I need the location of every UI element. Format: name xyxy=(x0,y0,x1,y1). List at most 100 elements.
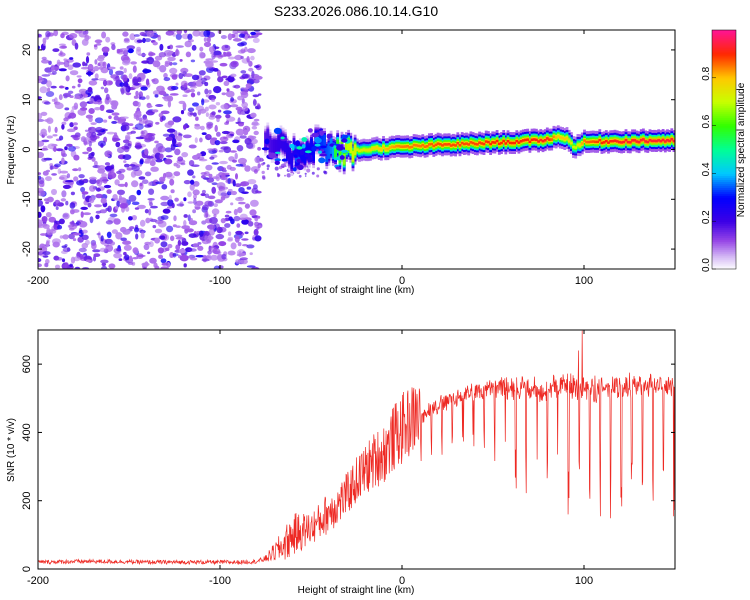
noise-cell xyxy=(187,39,194,43)
noise-cell xyxy=(71,209,80,213)
noise-cell xyxy=(119,203,128,209)
noise-cell xyxy=(149,218,158,223)
ridge-cell xyxy=(333,145,337,149)
noise-cell xyxy=(189,257,198,261)
noise-cell xyxy=(95,214,100,220)
noise-cell xyxy=(257,163,261,169)
noise-cell xyxy=(244,203,250,209)
noise-cell xyxy=(230,97,235,102)
noise-cell xyxy=(144,157,152,164)
noise-cell xyxy=(44,101,51,105)
noise-cell xyxy=(144,148,149,156)
noise-cell xyxy=(127,48,134,54)
noise-cell xyxy=(38,199,43,207)
noise-cell xyxy=(226,88,230,92)
colorbar-step xyxy=(712,125,736,129)
colorbar-tick-label: 0.2 xyxy=(701,210,712,224)
ridge-cell xyxy=(541,139,545,143)
noise-cell xyxy=(107,171,117,179)
noise-cell xyxy=(135,136,144,140)
ridge-cell xyxy=(423,145,427,148)
colorbar-ticks: 0.0 0.2 0.4 0.6 0.8 xyxy=(701,66,716,272)
noise-cell xyxy=(132,247,139,254)
noise-cell xyxy=(58,94,63,101)
noise-cell xyxy=(217,76,224,83)
noise-cell xyxy=(142,37,146,44)
noise-cell xyxy=(205,210,209,218)
ridge-cell xyxy=(336,144,344,151)
noise-cell xyxy=(88,126,97,134)
noise-cell xyxy=(167,45,171,50)
noise-cell xyxy=(82,212,92,216)
noise-cell xyxy=(142,69,152,74)
noise-cell xyxy=(69,57,74,60)
colorbar-step xyxy=(712,65,736,69)
ridge-cell xyxy=(574,146,578,149)
noise-cell xyxy=(65,75,70,82)
noise-cell xyxy=(206,123,213,129)
spectrogram-y-tick-label: -10 xyxy=(21,191,33,207)
ridge-cell xyxy=(552,135,556,139)
noise-cell xyxy=(191,44,197,51)
noise-cell xyxy=(233,208,238,216)
ridge-cell xyxy=(382,145,385,149)
noise-cell xyxy=(163,77,171,82)
noise-cell xyxy=(119,86,129,94)
noise-cell xyxy=(118,258,123,261)
noise-cell xyxy=(42,41,47,46)
ridge-cell xyxy=(539,138,543,142)
spectrogram-noise-cells xyxy=(38,30,328,269)
noise-cell xyxy=(191,164,200,167)
noise-cell xyxy=(161,184,168,190)
ridge-cell xyxy=(326,133,332,139)
noise-cell xyxy=(169,178,175,186)
noise-cell xyxy=(175,244,181,251)
ridge-cell xyxy=(653,139,656,143)
noise-cell xyxy=(261,170,265,175)
noise-cell xyxy=(316,174,320,178)
ridge-cell xyxy=(537,140,540,143)
noise-cell xyxy=(121,124,130,131)
colorbar-step xyxy=(712,57,736,61)
noise-cell xyxy=(159,235,166,240)
noise-cell xyxy=(116,48,121,54)
noise-cell xyxy=(45,212,52,218)
colorbar-step xyxy=(712,109,736,113)
noise-cell xyxy=(82,178,89,184)
noise-cell xyxy=(169,93,179,96)
noise-cell xyxy=(107,205,112,213)
noise-cell xyxy=(111,169,115,175)
colorbar-step xyxy=(712,189,736,192)
noise-cell xyxy=(41,157,47,162)
noise-cell xyxy=(125,134,131,140)
noise-cell xyxy=(52,241,60,248)
noise-cell xyxy=(51,173,57,176)
noise-cell xyxy=(237,207,243,214)
noise-cell xyxy=(204,171,210,177)
noise-cell xyxy=(243,129,249,136)
noise-cell xyxy=(40,205,46,213)
ridge-cell xyxy=(449,144,453,147)
noise-cell xyxy=(124,142,132,150)
ridge-cell xyxy=(408,146,412,149)
noise-cell xyxy=(50,85,57,89)
noise-cell xyxy=(113,252,122,259)
noise-cell xyxy=(165,136,173,141)
ridge-cell xyxy=(480,142,484,145)
ridge-cell xyxy=(335,166,340,170)
snr-panel: -200 -100 0 100 0 200 400 600 Height of straig… xyxy=(6,329,676,596)
ridge-cell xyxy=(377,147,381,151)
noise-cell xyxy=(38,263,42,268)
ridge-cell xyxy=(345,141,348,153)
ridge-cell xyxy=(339,155,345,160)
noise-cell xyxy=(216,131,221,137)
noise-cell xyxy=(258,93,262,96)
noise-cell xyxy=(109,241,116,246)
ridge-cell xyxy=(325,145,329,163)
spectrogram-x-tick-label: -200 xyxy=(27,275,49,287)
noise-cell xyxy=(78,221,88,228)
noise-cell xyxy=(154,94,159,98)
noise-cell xyxy=(183,180,191,185)
colorbar-step xyxy=(712,143,736,147)
ridge-cell xyxy=(484,140,488,143)
